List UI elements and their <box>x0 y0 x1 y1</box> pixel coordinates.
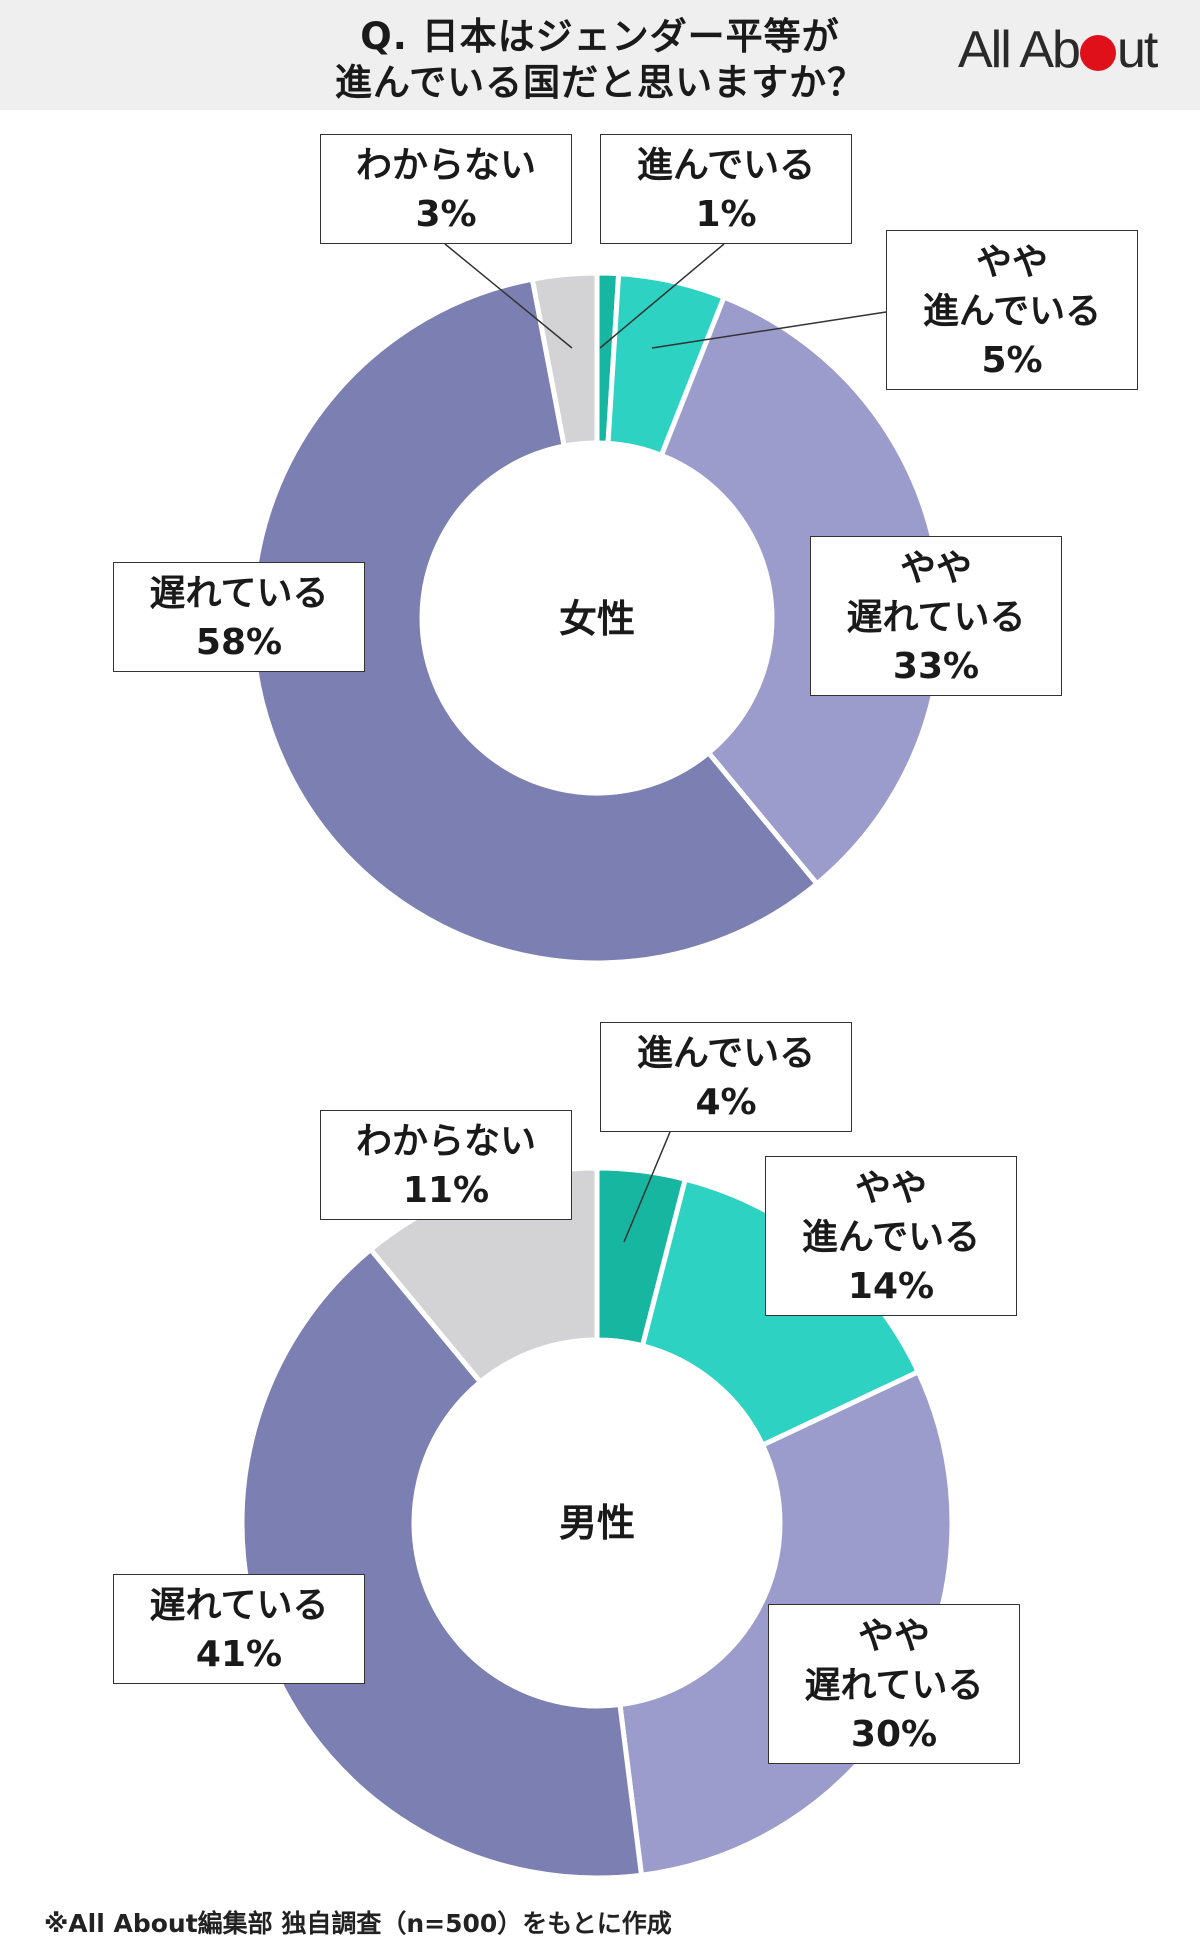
data-label-line: 30% <box>850 1713 938 1755</box>
data-label-line: 遅れている <box>846 596 1026 638</box>
leader-line-1-2 <box>651 311 887 349</box>
data-label-2-3: やや遅れている 30% <box>768 1604 1020 1764</box>
data-label-2-5: わからない 11% <box>320 1110 572 1220</box>
donut-slice-1-3 <box>658 293 945 888</box>
donut-chart-1 <box>249 243 945 966</box>
donut-slice-2-4 <box>239 1245 645 1881</box>
data-label-line: わからない <box>355 1121 536 1162</box>
logo-red-dot <box>1079 35 1116 71</box>
data-label-1-4: 遅れている 58% <box>113 562 365 672</box>
donut-slice-1-5 <box>529 270 600 450</box>
leader-line-1-1 <box>599 243 725 349</box>
data-label-2-1: 進んでいる 4% <box>600 1022 852 1132</box>
donut-center-label-1: 女性 <box>558 597 635 641</box>
data-label-line: 1% <box>695 194 757 235</box>
data-label-line: 進んでいる <box>801 1216 981 1258</box>
data-label-2-2: やや進んでいる 14% <box>765 1156 1017 1316</box>
data-label-line: 33% <box>892 645 980 687</box>
data-label-1-1: 進んでいる 1% <box>600 134 852 244</box>
leader-line-2-1 <box>623 1131 671 1243</box>
donut-slice-1-4 <box>249 276 821 966</box>
donut-center-label-2: 男性 <box>558 1501 635 1545</box>
data-label-line: 進んでいる <box>922 290 1102 332</box>
data-label-1-2: やや進んでいる 5% <box>886 230 1138 390</box>
data-label-1-5: わからない 3% <box>320 134 572 244</box>
data-label-line: やや <box>857 1615 930 1657</box>
data-label-line: 進んでいる <box>636 145 816 186</box>
data-label-line: 進んでいる <box>636 1033 816 1074</box>
data-label-line: 11% <box>402 1170 490 1211</box>
data-label-line: やや <box>899 547 972 589</box>
footnote: ※All About編集部 独自調査（n=500）をもとに作成 <box>44 1909 672 1938</box>
data-label-line: 遅れている <box>149 573 329 614</box>
data-label-line: 14% <box>847 1265 935 1307</box>
data-label-line: 58% <box>195 622 283 663</box>
data-label-line: 遅れている <box>804 1664 984 1706</box>
chart-title-line-1: Q. 日本はジェンダー平等が <box>360 15 840 58</box>
chart-title-line-2: 進んでいる国だと思いますか？ <box>334 61 866 104</box>
all-about-logo: All Ab ut <box>958 21 1158 79</box>
leader-line-1-5 <box>444 243 573 349</box>
data-label-line: 遅れている <box>149 1585 329 1626</box>
data-label-line: 3% <box>415 194 477 235</box>
data-label-line: 41% <box>195 1634 283 1675</box>
data-label-line: やや <box>975 241 1048 283</box>
data-label-2-4: 遅れている 41% <box>113 1574 365 1684</box>
data-label-line: わからない <box>355 145 536 186</box>
data-label-line: 5% <box>981 339 1043 381</box>
header: Q. 日本はジェンダー平等が 進んでいる国だと思いますか？ All Ab ut <box>0 0 1200 110</box>
data-label-line: やや <box>854 1167 927 1209</box>
data-label-1-3: やや遅れている 33% <box>810 536 1062 696</box>
data-label-line: 4% <box>695 1082 757 1123</box>
